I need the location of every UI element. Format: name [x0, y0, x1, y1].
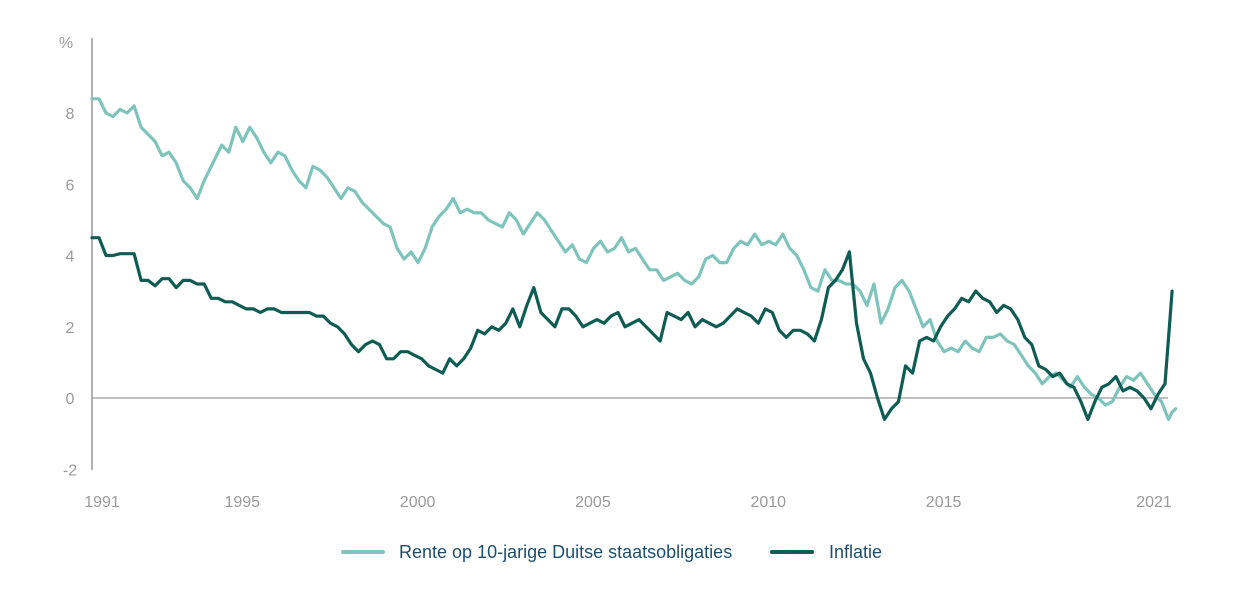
series-line-inflation — [90, 236, 1174, 421]
x-axis: 1991 1995 2000 2005 2010 2015 2021 — [84, 397, 1172, 511]
series-lines — [90, 97, 1178, 421]
x-tick-label: 2005 — [575, 494, 611, 511]
y-tick-label: 4 — [66, 249, 75, 266]
legend-label: Inflatie — [829, 542, 882, 562]
y-unit-label: % — [59, 35, 73, 52]
legend-label: Rente op 10-jarige Duitse staatsobligati… — [399, 542, 732, 562]
x-tick-label: 1995 — [224, 494, 260, 511]
x-tick-label: 1991 — [84, 494, 120, 511]
y-tick-label: 8 — [66, 106, 75, 123]
x-tick-label: 2010 — [750, 494, 786, 511]
x-tick-label: 2000 — [400, 494, 436, 511]
legend: Rente op 10-jarige Duitse staatsobligati… — [341, 542, 882, 562]
y-tick-label: 2 — [66, 320, 75, 337]
x-tick-label: 2015 — [926, 494, 962, 511]
series-line-bond-yield — [90, 97, 1178, 421]
y-tick-label: -2 — [63, 462, 77, 479]
y-tick-label: 6 — [66, 177, 75, 194]
y-axis: % -2 0 2 4 6 8 — [59, 35, 93, 479]
y-tick-label: 0 — [66, 391, 75, 408]
x-tick-label: 2021 — [1136, 494, 1172, 511]
